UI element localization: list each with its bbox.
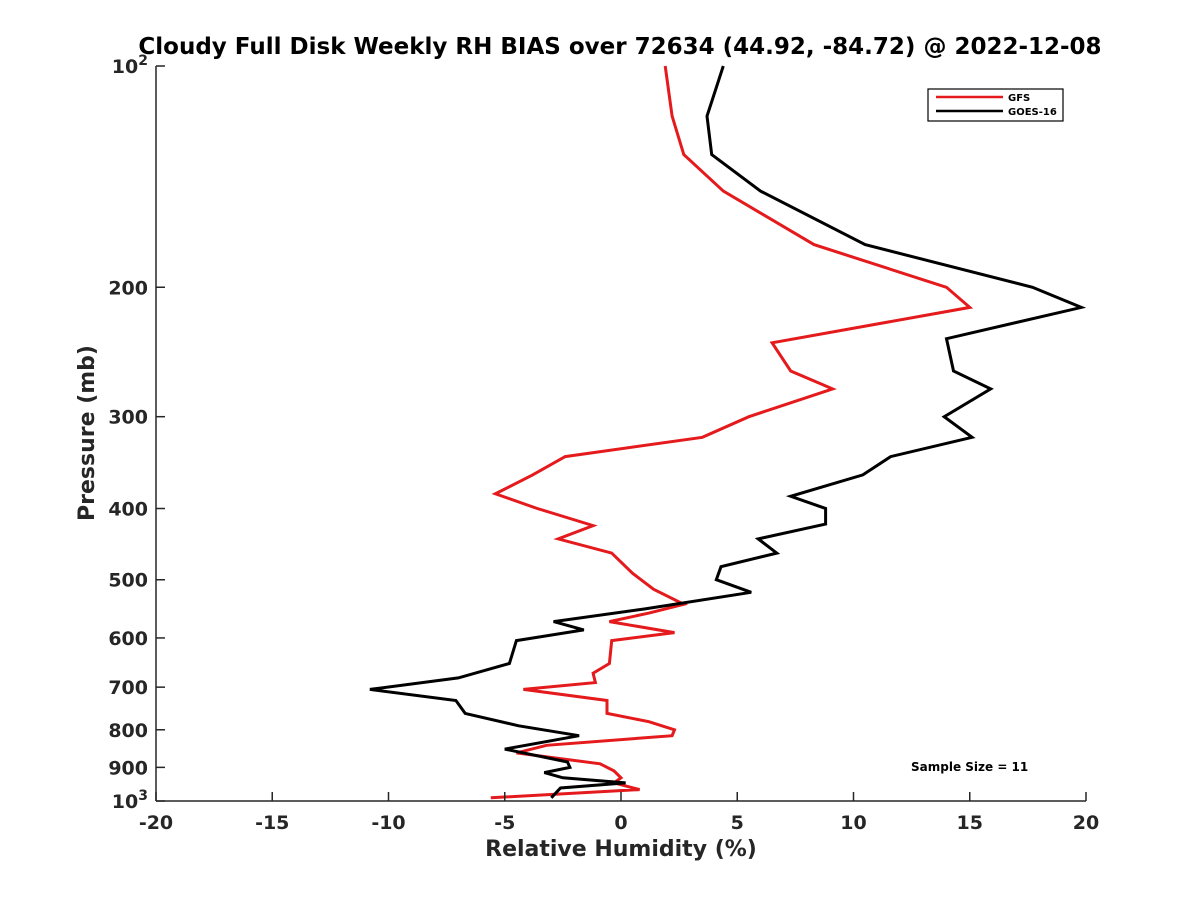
y-tick-label: 103: [112, 788, 148, 813]
x-tick-label: 0: [614, 812, 627, 834]
series-layer: [369, 65, 1087, 800]
legend-label-gfs: GFS: [1008, 93, 1030, 104]
plot-area: [156, 66, 1086, 801]
y-tick-label: 200: [108, 277, 148, 299]
x-tick-label: -5: [494, 812, 515, 834]
y-tick-label: 800: [108, 720, 148, 742]
y-tick-label: 600: [108, 628, 148, 650]
chart-title: Cloudy Full Disk Weekly RH BIAS over 726…: [138, 34, 1101, 60]
y-tick-label: 400: [108, 499, 148, 521]
sample-size-annotation: Sample Size = 11: [911, 760, 1028, 774]
legend-label-goes16: GOES-16: [1008, 107, 1057, 118]
x-axis-label: Relative Humidity (%): [485, 837, 757, 862]
y-tick-label: 700: [108, 677, 148, 699]
y-tick-label: 300: [108, 407, 148, 429]
y-tick-label: 102: [112, 53, 148, 78]
series-line-goes16: [369, 65, 1087, 799]
y-tick-label: 900: [108, 757, 148, 779]
x-tick-label: 15: [957, 812, 983, 834]
x-tick-label: 5: [731, 812, 744, 834]
x-tick-label: 10: [840, 812, 866, 834]
x-tick-label: -15: [255, 812, 289, 834]
legend-box: [927, 88, 1064, 122]
y-tick-label: 500: [108, 570, 148, 592]
y-axis-ticks: 102 200 300 400 500 600 700 800 900 103: [108, 53, 165, 813]
legend: GFS GOES-16: [927, 88, 1064, 122]
y-axis-label: Pressure (mb): [75, 345, 100, 521]
x-axis-ticks: -20 -15 -10 -5 0 5 10 15 20: [139, 792, 1099, 834]
x-tick-label: -20: [139, 812, 173, 834]
x-tick-label: -10: [371, 812, 405, 834]
x-tick-label: 20: [1073, 812, 1099, 834]
